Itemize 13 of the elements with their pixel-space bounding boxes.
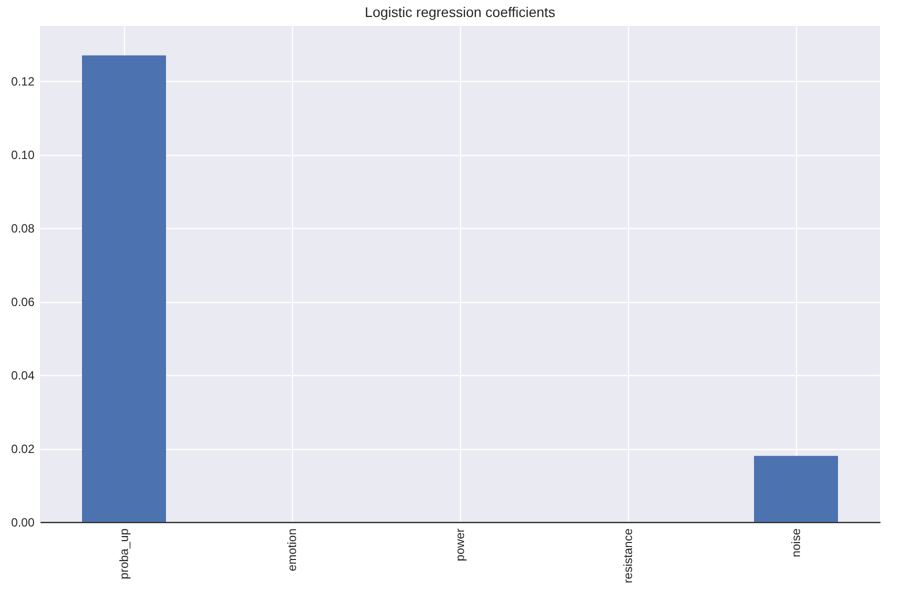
y-tick-label: 0.06 [11,295,35,310]
y-tick-label: 0.12 [11,74,35,89]
x-tick-label: power [453,528,467,562]
y-tick-label: 0.08 [11,222,35,236]
x-tick-label: emotion [285,528,299,572]
chart-title: Logistic regression coefficients [364,4,556,20]
y-tick-label: 0.02 [11,442,35,456]
x-tick-label: noise [789,528,803,558]
y-tick-label: 0.04 [11,368,35,383]
y-tick-label: 0.10 [11,148,35,162]
x-tick-label: resistance [621,528,635,584]
y-tick-label: 0.00 [11,516,35,530]
x-tick-label: proba_up [117,528,131,580]
